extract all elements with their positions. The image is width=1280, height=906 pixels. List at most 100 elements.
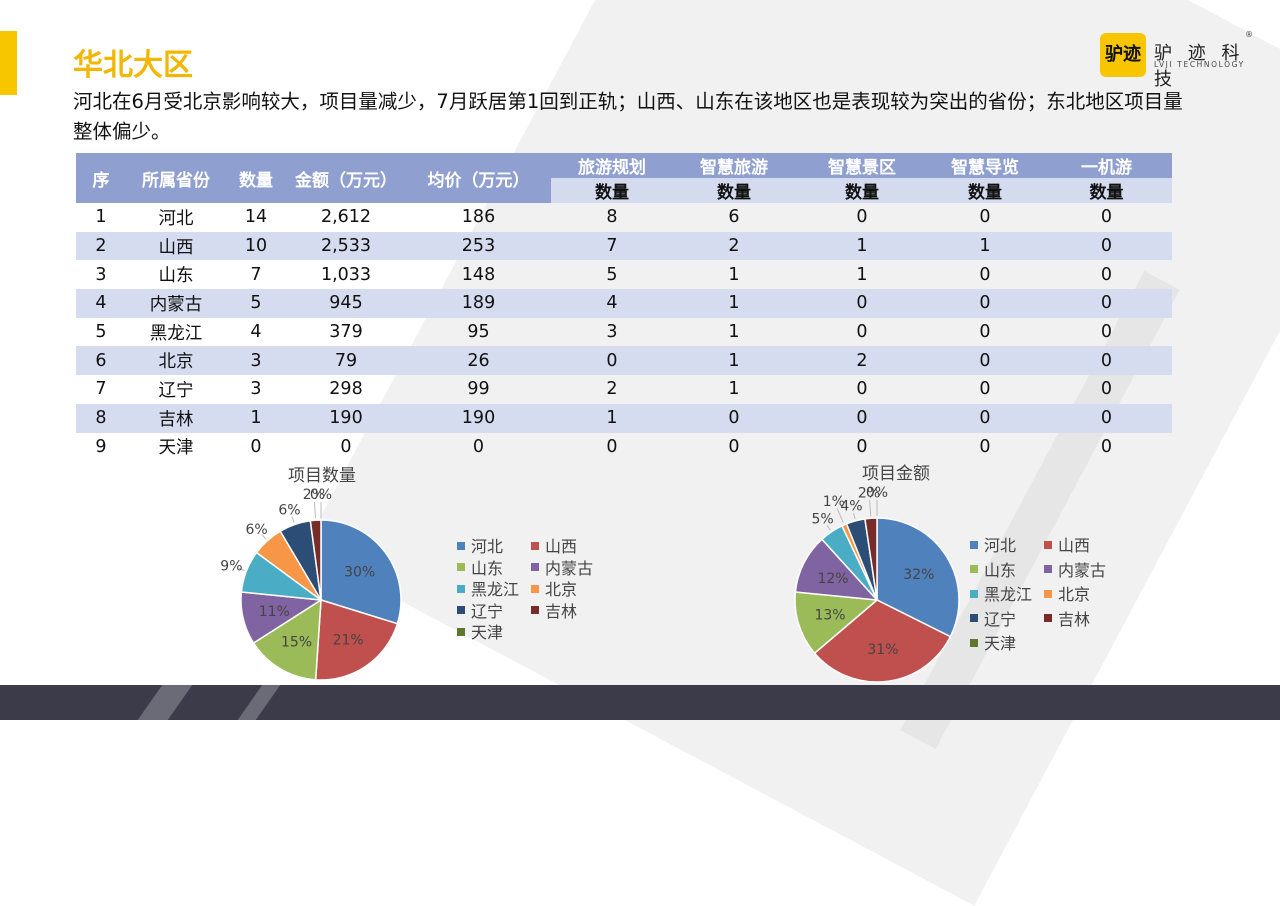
- pie-data-label: 0%: [310, 487, 332, 503]
- legend-swatch: [531, 541, 539, 550]
- legend-label: 吉林: [1058, 609, 1091, 629]
- legend-swatch: [457, 606, 465, 614]
- cell-travel-plan: 0: [551, 346, 673, 376]
- cell-avg: 0: [472, 436, 485, 457]
- cell-avg: 190: [406, 403, 551, 433]
- cell-smart-scenic: 2: [795, 346, 929, 376]
- table-row: 1 河北 14 2,612 186 8 6 0 0 0: [76, 203, 1172, 232]
- legend-item: 河北: [457, 533, 503, 557]
- cell-smart-travel: 1: [673, 289, 795, 318]
- cell-smart-guide: 0: [979, 379, 991, 400]
- legend-amount: 河北 山西 山东 内蒙古 黑龙江 北京 辽宁 吉林 天津: [970, 532, 1130, 654]
- cell-avg: 253: [406, 231, 551, 261]
- legend-swatch: [1044, 614, 1052, 622]
- legend-label: 辽宁: [471, 601, 504, 621]
- pie-leader-line: [238, 567, 245, 571]
- pie-slice-吉林: [864, 517, 878, 601]
- cell-smart-travel: 2: [673, 231, 795, 261]
- pie-slice-山西: [813, 599, 952, 683]
- table-row: 3 山东 7 1,033 148 5 1 1 0 0: [76, 260, 1172, 289]
- legend-swatch: [1044, 540, 1052, 549]
- cell-one-device: 0: [1041, 346, 1172, 376]
- cell-smart-guide: 0: [929, 346, 1041, 376]
- legend-item: 吉林: [531, 598, 577, 622]
- pie-slice-山东: [794, 591, 879, 655]
- accent-bar: [0, 31, 17, 95]
- cell-travel-plan: 4: [551, 289, 673, 318]
- pie-leader-line: [291, 516, 295, 523]
- legend-item: 天津: [970, 630, 1016, 654]
- cell-amount: 190: [286, 403, 406, 433]
- legend-label: 河北: [471, 537, 504, 556]
- cell-travel-plan: 0: [606, 436, 618, 457]
- legend-label: 北京: [1058, 585, 1091, 604]
- cell-smart-guide: 0: [979, 436, 991, 457]
- cell-avg: 186: [461, 207, 496, 228]
- cell-smart-travel: 1: [728, 264, 740, 285]
- cell-smart-travel: 6: [728, 207, 740, 228]
- header-one-device: 一机游: [1041, 153, 1172, 178]
- cell-avg: 148: [461, 264, 496, 285]
- cell-one-device: 0: [1041, 289, 1172, 318]
- pie-slice-山西: [314, 599, 399, 681]
- legend-item: 北京: [1044, 581, 1090, 605]
- cell-count: 0: [250, 436, 262, 457]
- table-row: 7 辽宁 3 298 99 2 1 0 0 0: [76, 375, 1172, 404]
- pie-data-label: 6%: [278, 502, 300, 518]
- cell-seq: 1: [95, 207, 107, 228]
- cell-amount: 2,612: [320, 207, 372, 228]
- legend-item: 辽宁: [970, 606, 1016, 630]
- cell-province: 北京: [126, 346, 226, 376]
- cell-smart-guide: 0: [979, 322, 991, 343]
- pie-data-label: 2%: [858, 485, 880, 501]
- pie-slice-河北: [876, 517, 960, 638]
- region-table: 序 所属省份 数量 金额（万元） 均价（万元） 旅游规划 智慧旅游 智慧景区 智…: [76, 153, 1172, 461]
- cell-smart-travel: 0: [673, 403, 795, 433]
- footer-band: [0, 685, 1280, 720]
- pie-data-label: 15%: [281, 634, 312, 650]
- header-smart-travel: 智慧旅游: [673, 153, 795, 178]
- pie-data-label: 11%: [259, 604, 290, 620]
- cell-seq: 3: [95, 264, 107, 285]
- legend-label: 山东: [984, 560, 1017, 580]
- pie-data-label: 1%: [823, 494, 845, 510]
- cell-count: 3: [250, 379, 262, 400]
- cell-amount: 79: [286, 346, 406, 376]
- header-travel-plan: 旅游规划: [551, 153, 673, 178]
- legend-item: 辽宁: [457, 598, 503, 622]
- pie-leader-line: [869, 500, 872, 517]
- cell-smart-scenic: 0: [856, 322, 868, 343]
- page-title: 华北大区: [73, 48, 193, 83]
- cell-travel-plan: 1: [551, 403, 673, 433]
- header-smart-guide: 智慧导览: [929, 153, 1041, 178]
- legend-swatch: [970, 589, 978, 598]
- cell-avg: 189: [406, 289, 551, 318]
- pie-data-label: 5%: [811, 512, 833, 528]
- cell-count: 5: [226, 289, 286, 318]
- legend-label: 山西: [1058, 536, 1091, 555]
- table-row: 4 内蒙古 5 945 189 4 1 0 0 0: [76, 289, 1172, 318]
- legend-swatch: [970, 614, 978, 622]
- pie-slice-山东: [252, 598, 322, 681]
- legend-item: 黑龙江: [970, 581, 1032, 605]
- cell-province: 山西: [126, 231, 226, 261]
- pie-leader-line: [836, 508, 844, 524]
- cell-travel-plan: 8: [606, 207, 618, 228]
- cell-smart-travel: 1: [728, 322, 740, 343]
- legend-item: 内蒙古: [1044, 557, 1106, 581]
- legend-label: 内蒙古: [545, 558, 594, 578]
- pie-leader-line: [313, 502, 317, 519]
- cell-one-device: 0: [1041, 231, 1172, 261]
- logo-english: LVJI TECHNOLOGY: [1154, 60, 1245, 69]
- cell-avg: 26: [406, 346, 551, 376]
- cell-province: 天津: [158, 438, 194, 459]
- subheader-count: 数量: [795, 178, 929, 203]
- pie-chart-count: 30%21%15%11%9%6%6%2%0%: [220, 487, 402, 681]
- cell-one-device: 0: [1100, 207, 1113, 228]
- cell-province: 吉林: [126, 403, 226, 433]
- header-province: 所属省份: [126, 153, 226, 203]
- header-amount: 金额（万元）: [286, 153, 406, 203]
- pie-leader-line: [853, 512, 856, 520]
- legend-item: 山西: [531, 533, 577, 557]
- pie-title-amount: 项目金额: [862, 464, 930, 484]
